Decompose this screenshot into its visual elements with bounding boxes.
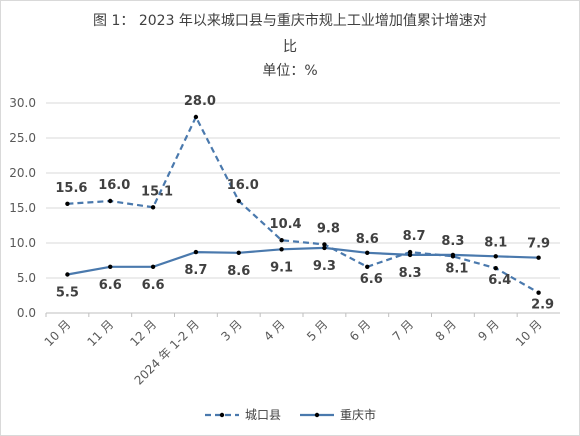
data-label-chongqing: 8.6 bbox=[227, 264, 250, 279]
data-point-chengkou bbox=[236, 198, 241, 204]
x-tick-label: 12 月 bbox=[127, 317, 159, 349]
x-tick-label: 9 月 bbox=[475, 317, 501, 343]
data-point-chongqing bbox=[236, 250, 241, 255]
data-label-chongqing: 8.1 bbox=[484, 235, 507, 250]
legend-label-chengkou: 城口县 bbox=[245, 408, 281, 422]
data-label-chengkou: 2.9 bbox=[531, 298, 554, 313]
data-label-chongqing: 9.1 bbox=[270, 260, 293, 275]
data-point-chengkou bbox=[365, 264, 370, 269]
y-tick-label: 20.0 bbox=[9, 166, 36, 180]
data-point-chengkou bbox=[322, 242, 327, 247]
data-point-chengkou bbox=[493, 266, 498, 271]
legend-marker bbox=[219, 412, 225, 418]
data-point-chengkou bbox=[65, 201, 70, 206]
data-label-chongqing: 8.3 bbox=[441, 234, 464, 249]
data-label-chongqing: 8.3 bbox=[399, 266, 422, 281]
chart-title-continued: 比 bbox=[283, 39, 297, 55]
legend-label-chongqing: 重庆市 bbox=[340, 407, 376, 422]
y-tick-label: 5.0 bbox=[17, 271, 36, 285]
legend-marker bbox=[314, 412, 320, 418]
series-line-chengkou bbox=[67, 114, 540, 294]
y-tick-label: 30.0 bbox=[9, 96, 36, 110]
data-label-chongqing: 6.6 bbox=[99, 278, 122, 293]
data-label-chengkou: 8.7 bbox=[403, 229, 426, 244]
y-tick-label: 0.0 bbox=[17, 306, 36, 320]
x-tick-label: 11 月 bbox=[84, 317, 116, 349]
data-label-chongqing: 5.5 bbox=[56, 286, 79, 301]
data-point-chengkou bbox=[193, 114, 199, 120]
chart-title: 图 1： 2023 年以来城口县与重庆市规上工业增加值累计增速对 bbox=[93, 13, 487, 29]
data-label-chengkou: 10.4 bbox=[270, 217, 302, 232]
x-tick-label: 8 月 bbox=[433, 317, 459, 343]
data-label-chongqing: 9.3 bbox=[313, 259, 336, 274]
x-tick-label: 5 月 bbox=[304, 317, 330, 343]
data-point-chengkou bbox=[150, 205, 156, 210]
data-point-chongqing bbox=[407, 252, 413, 258]
data-label-chengkou: 28.0 bbox=[184, 94, 216, 109]
data-label-chengkou: 16.0 bbox=[227, 178, 259, 193]
x-tick-label: 10 月 bbox=[513, 317, 545, 349]
y-tick-label: 10.0 bbox=[9, 236, 36, 250]
data-label-chengkou: 16.0 bbox=[98, 178, 130, 193]
data-label-chongqing: 6.6 bbox=[142, 278, 165, 293]
data-label-chengkou: 15.6 bbox=[55, 181, 87, 196]
data-label-chengkou: 6.6 bbox=[360, 272, 383, 287]
data-point-chongqing bbox=[279, 247, 284, 252]
y-tick-label: 15.0 bbox=[9, 201, 36, 215]
data-point-chongqing bbox=[536, 255, 541, 260]
data-point-chengkou bbox=[108, 198, 113, 204]
data-point-chongqing bbox=[108, 264, 113, 269]
data-label-chengkou: 15.1 bbox=[141, 184, 173, 199]
chart-unit: 单位：% bbox=[262, 63, 318, 79]
data-point-chongqing bbox=[193, 249, 199, 255]
x-tick-label: 3 月 bbox=[218, 317, 244, 343]
data-point-chongqing bbox=[450, 252, 456, 258]
data-point-chengkou bbox=[279, 238, 284, 243]
data-point-chongqing bbox=[493, 254, 498, 259]
x-tick-label: 6 月 bbox=[347, 317, 373, 343]
x-tick-label: 10 月 bbox=[42, 317, 74, 349]
data-point-chongqing bbox=[65, 272, 70, 277]
data-label-chengkou: 8.1 bbox=[445, 261, 468, 276]
y-tick-label: 25.0 bbox=[9, 131, 36, 145]
data-label-chengkou: 6.4 bbox=[488, 273, 511, 288]
data-label-chongqing: 8.7 bbox=[184, 263, 207, 278]
data-point-chongqing bbox=[365, 250, 370, 255]
data-label-chengkou: 9.8 bbox=[317, 221, 340, 236]
data-point-chongqing bbox=[150, 264, 156, 269]
data-point-chengkou bbox=[536, 290, 541, 295]
x-tick-label: 7 月 bbox=[390, 317, 416, 343]
data-point-chongqing bbox=[322, 245, 327, 251]
data-label-chongqing: 7.9 bbox=[527, 237, 550, 252]
x-tick-label: 4 月 bbox=[261, 317, 287, 343]
data-label-chongqing: 8.6 bbox=[356, 232, 379, 247]
series-line-chongqing bbox=[67, 246, 539, 276]
